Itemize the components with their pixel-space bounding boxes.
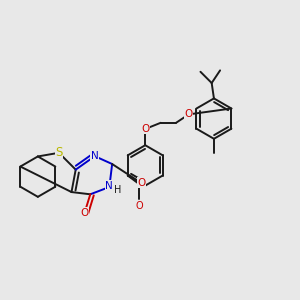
Text: O: O [80, 208, 89, 218]
Text: N: N [91, 151, 99, 161]
Text: S: S [55, 146, 63, 159]
Text: N: N [106, 181, 113, 190]
Text: O: O [141, 124, 149, 134]
Text: H: H [113, 185, 121, 195]
Text: O: O [184, 110, 193, 119]
Text: O: O [135, 201, 143, 211]
Text: O: O [138, 178, 146, 188]
